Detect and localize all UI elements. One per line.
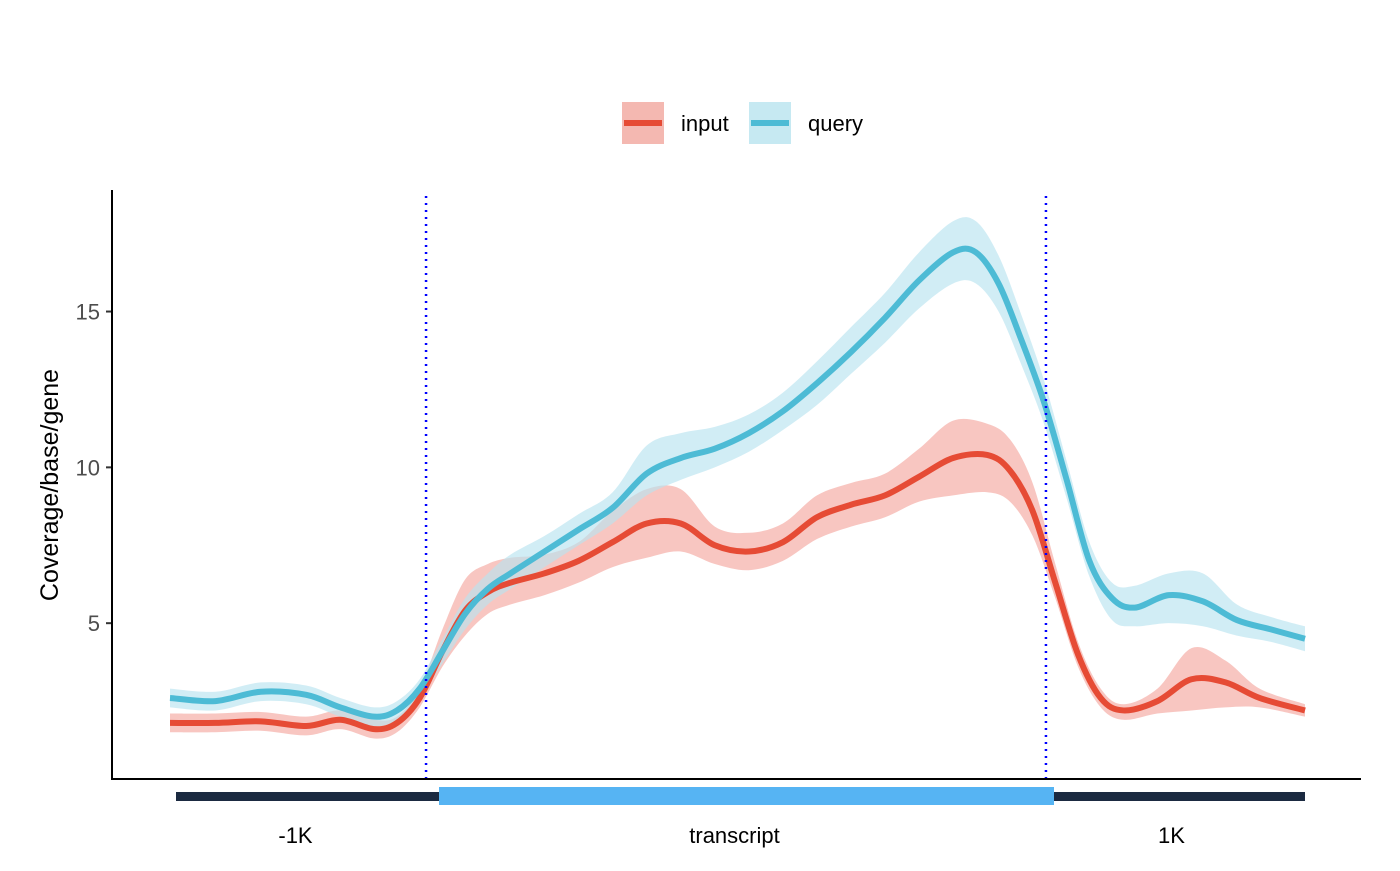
- legend-label-input: input: [681, 111, 729, 136]
- region-track: -1K transcript 1K: [176, 787, 1305, 848]
- y-tick-label: 15: [76, 300, 100, 325]
- y-tick-label: 5: [88, 611, 100, 636]
- y-tick-label: 10: [76, 455, 100, 480]
- series-layer: [169, 217, 1306, 739]
- legend-item-query: query: [749, 102, 863, 144]
- series-line-query: [169, 245, 1306, 720]
- confidence-band-query: [170, 217, 1305, 727]
- y-axis-ticks: 5 10 15: [76, 300, 112, 636]
- region-bar-transcript: [439, 787, 1054, 805]
- region-label: 1K: [1158, 823, 1185, 848]
- y-axis-title: Coverage/base/gene: [36, 369, 64, 601]
- region-label: -1K: [278, 823, 313, 848]
- region-bar-downstream: [1054, 792, 1305, 801]
- legend: input query: [622, 102, 863, 144]
- region-bar-upstream: [176, 792, 439, 801]
- legend-label-query: query: [808, 111, 863, 136]
- legend-item-input: input: [622, 102, 729, 144]
- confidence-band-input: [170, 418, 1305, 739]
- region-label: transcript: [689, 823, 779, 848]
- series-line-input: [169, 450, 1306, 733]
